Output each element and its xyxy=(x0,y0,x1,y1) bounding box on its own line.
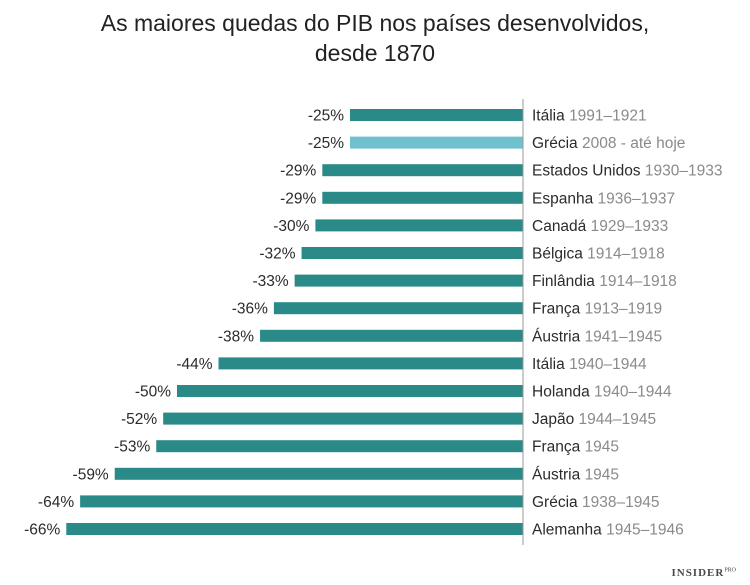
logo-text: INSIDER xyxy=(671,567,725,579)
logo-sup: PRO xyxy=(724,567,736,574)
bar-6 xyxy=(294,274,523,287)
value-label-3: -29% xyxy=(280,190,316,207)
category-label-10: Holanda 1940–1944 xyxy=(532,384,672,401)
country-name-9: Itália xyxy=(532,356,569,373)
country-name-4: Canadá xyxy=(532,218,591,235)
value-label-15: -66% xyxy=(24,522,60,539)
country-name-14: Grécia xyxy=(532,494,582,511)
country-name-10: Holanda xyxy=(532,384,594,401)
bar-12 xyxy=(156,440,524,453)
category-label-4: Canadá 1929–1933 xyxy=(532,218,668,235)
bar-4 xyxy=(315,219,523,232)
chart-title-line-2: desde 1870 xyxy=(314,40,436,66)
period-0: 1991–1921 xyxy=(569,108,647,125)
category-label-12: França 1945 xyxy=(532,439,619,456)
value-label-1: -25% xyxy=(308,135,344,152)
period-12: 1945 xyxy=(585,439,619,456)
category-label-15: Alemanha 1945–1946 xyxy=(532,522,684,539)
category-label-9: Itália 1940–1944 xyxy=(532,356,647,373)
value-label-11: -52% xyxy=(121,411,157,428)
period-3: 1936–1937 xyxy=(598,190,676,207)
category-label-13: Áustria 1945 xyxy=(532,466,619,483)
country-name-15: Alemanha xyxy=(532,522,606,539)
country-name-12: França xyxy=(532,439,585,456)
bar-8 xyxy=(260,329,523,342)
category-label-6: Finlândia 1914–1918 xyxy=(532,273,677,290)
period-2: 1930–1933 xyxy=(645,163,723,180)
bar-0 xyxy=(350,109,523,121)
country-name-8: Áustria xyxy=(532,328,585,345)
category-label-2: Estados Unidos 1930–1933 xyxy=(532,163,722,180)
period-10: 1940–1944 xyxy=(594,384,672,401)
country-name-7: França xyxy=(532,301,585,318)
category-label-8: Áustria 1941–1945 xyxy=(532,328,662,345)
category-label-7: França 1913–1919 xyxy=(532,301,662,318)
bar-14 xyxy=(80,495,524,508)
chart-title: As maiores quedas do PIB nos países dese… xyxy=(0,8,750,68)
country-name-13: Áustria xyxy=(532,466,585,483)
category-label-14: Grécia 1938–1945 xyxy=(532,494,660,511)
period-1: 2008 - até hoje xyxy=(582,135,685,152)
country-name-0: Itália xyxy=(532,108,569,125)
bar-11 xyxy=(163,412,523,425)
category-label-3: Espanha 1936–1937 xyxy=(532,190,675,207)
period-9: 1940–1944 xyxy=(569,356,647,373)
category-label-0: Itália 1991–1921 xyxy=(532,108,647,125)
period-6: 1914–1918 xyxy=(599,273,677,290)
value-label-10: -50% xyxy=(135,384,171,401)
period-5: 1914–1918 xyxy=(587,246,665,263)
value-label-2: -29% xyxy=(280,163,316,180)
bar-1 xyxy=(350,136,523,149)
insider-pro-logo: INSIDERPRO xyxy=(671,567,736,579)
country-name-2: Estados Unidos xyxy=(532,163,645,180)
value-label-0: -25% xyxy=(308,108,344,125)
value-label-14: -64% xyxy=(38,494,74,511)
value-label-9: -44% xyxy=(176,356,212,373)
bar-5 xyxy=(301,247,523,259)
bar-9 xyxy=(218,357,523,370)
value-label-7: -36% xyxy=(232,301,268,318)
bar-7 xyxy=(273,302,523,315)
country-name-5: Bélgica xyxy=(532,246,587,263)
period-11: 1944–1945 xyxy=(579,411,657,428)
period-7: 1913–1919 xyxy=(585,301,663,318)
category-label-5: Bélgica 1914–1918 xyxy=(532,246,665,263)
period-13: 1945 xyxy=(585,466,619,483)
category-label-11: Japão 1944–1945 xyxy=(532,411,656,428)
chart-title-line-1: As maiores quedas do PIB nos países dese… xyxy=(100,10,650,36)
value-label-6: -33% xyxy=(252,273,288,290)
country-name-6: Finlândia xyxy=(532,273,599,290)
period-14: 1938–1945 xyxy=(582,494,660,511)
country-name-1: Grécia xyxy=(532,135,582,152)
bar-3 xyxy=(322,191,523,204)
bar-13 xyxy=(114,467,523,480)
category-label-1: Grécia 2008 - até hoje xyxy=(532,135,685,152)
bar-2 xyxy=(322,164,523,177)
period-15: 1945–1946 xyxy=(606,522,684,539)
value-label-4: -30% xyxy=(273,218,309,235)
bar-15 xyxy=(66,523,523,535)
bar-10 xyxy=(177,385,523,397)
value-label-12: -53% xyxy=(114,439,150,456)
country-name-3: Espanha xyxy=(532,190,598,207)
period-4: 1929–1933 xyxy=(591,218,669,235)
value-label-5: -32% xyxy=(259,246,295,263)
value-label-8: -38% xyxy=(218,328,254,345)
country-name-11: Japão xyxy=(532,411,579,428)
value-label-13: -59% xyxy=(73,466,109,483)
period-8: 1941–1945 xyxy=(585,328,663,345)
